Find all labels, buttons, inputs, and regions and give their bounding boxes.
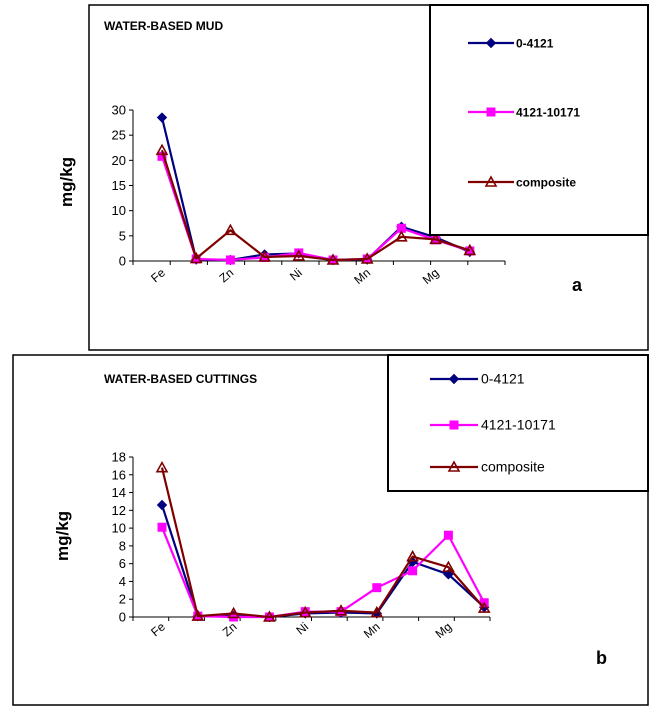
panel-a-title: WATER-BASED MUD bbox=[104, 19, 223, 33]
data-point bbox=[189, 251, 203, 264]
data-point bbox=[406, 549, 419, 562]
data-point bbox=[292, 249, 306, 261]
panel-b-ylabel: mg/kg bbox=[53, 511, 72, 561]
y-tick-label: 10 bbox=[112, 203, 126, 218]
data-point bbox=[156, 112, 168, 123]
y-tick-label: 10 bbox=[112, 521, 126, 536]
data-point bbox=[443, 530, 453, 540]
x-category-label: Fe bbox=[148, 619, 168, 639]
data-point bbox=[408, 566, 418, 576]
series-line bbox=[160, 467, 486, 619]
y-tick-label: 15 bbox=[112, 178, 126, 193]
y-tick-label: 30 bbox=[112, 103, 126, 118]
legend-marker bbox=[447, 460, 461, 472]
y-tick-label: 2 bbox=[119, 592, 126, 607]
y-tick-label: 20 bbox=[112, 153, 126, 168]
y-tick-label: 4 bbox=[119, 574, 126, 589]
panel-a-ylabel: mg/kg bbox=[57, 157, 76, 207]
panel-b-axes: 0 2 4 6 8 10 12 14 16 18 Fe Zn Ni Mn Mg bbox=[112, 450, 491, 641]
data-point bbox=[225, 255, 235, 265]
x-category-label: Fe bbox=[148, 265, 168, 285]
panel-b-series bbox=[155, 461, 491, 623]
legend-marker bbox=[449, 420, 459, 430]
data-point bbox=[258, 250, 271, 262]
data-point bbox=[463, 243, 477, 256]
data-point bbox=[191, 609, 205, 621]
data-point bbox=[370, 605, 384, 618]
legend-marker bbox=[484, 175, 498, 187]
panel-a-axes: 0 5 10 15 20 25 30 Fe Zn Ni Mn Mg bbox=[112, 103, 506, 287]
y-tick-label: 16 bbox=[112, 467, 126, 482]
x-category-label: Ni bbox=[287, 266, 305, 284]
series-line bbox=[160, 526, 486, 619]
legend-label: 0-4121 bbox=[516, 37, 554, 51]
data-point bbox=[443, 569, 454, 580]
data-point bbox=[298, 605, 312, 618]
y-tick-label: 8 bbox=[119, 538, 126, 553]
y-tick-label: 12 bbox=[112, 503, 126, 518]
data-point bbox=[156, 499, 168, 511]
panel-b-legend-box bbox=[387, 354, 649, 492]
x-category-label: Zn bbox=[220, 620, 240, 640]
data-point bbox=[227, 606, 240, 619]
legend-marker bbox=[486, 107, 496, 117]
legend-label: composite bbox=[516, 176, 576, 190]
y-tick-label: 0 bbox=[119, 610, 126, 625]
panel-b-legend: 0-4121 4121-10171 composite bbox=[430, 371, 556, 475]
series-line bbox=[160, 155, 471, 262]
x-category-label: Mn bbox=[361, 620, 383, 641]
legend-label: 4121-10171 bbox=[481, 417, 556, 433]
panel-b-title: WATER-BASED CUTTINGS bbox=[104, 372, 257, 386]
legend-marker bbox=[485, 37, 497, 49]
data-point bbox=[263, 610, 276, 622]
data-point bbox=[395, 230, 408, 242]
panel-a: WATER-BASED MUD mg/kg 0 5 10 15 20 25 30 Fe Zn Ni… bbox=[57, 4, 649, 351]
series-line bbox=[160, 504, 485, 619]
y-tick-label: 6 bbox=[119, 556, 126, 571]
data-point bbox=[372, 583, 382, 593]
data-point bbox=[334, 604, 348, 616]
x-category-label: Mn bbox=[351, 266, 373, 287]
data-point bbox=[442, 560, 455, 573]
panel-a-letter: a bbox=[572, 275, 583, 295]
x-category-label: Mg bbox=[433, 620, 455, 641]
legend-marker bbox=[448, 373, 460, 385]
data-point bbox=[326, 253, 340, 265]
panel-b-letter: b bbox=[596, 648, 607, 668]
data-point bbox=[157, 522, 167, 532]
panel-a-legend: 0-4121 4121-10171 composite bbox=[468, 37, 580, 190]
data-point bbox=[429, 232, 442, 245]
legend-label: 0-4121 bbox=[481, 371, 525, 387]
panel-b: WATER-BASED CUTTINGS mg/kg 0 2 4 6 8 10 12 14 16… bbox=[12, 354, 649, 706]
legend-label: composite bbox=[481, 459, 545, 475]
data-point bbox=[155, 143, 169, 156]
data-point bbox=[155, 461, 169, 473]
y-tick-label: 18 bbox=[112, 450, 126, 465]
x-category-label: Mg bbox=[420, 266, 442, 287]
x-category-label: Ni bbox=[293, 620, 311, 638]
y-tick-label: 0 bbox=[119, 254, 126, 269]
y-tick-label: 5 bbox=[119, 228, 126, 243]
y-tick-label: 14 bbox=[112, 485, 126, 500]
panel-a-legend-box bbox=[429, 4, 649, 236]
x-category-label: Zn bbox=[217, 266, 237, 286]
panel-a-series bbox=[155, 112, 477, 266]
panel-b-frame bbox=[12, 354, 649, 706]
data-point bbox=[224, 223, 237, 236]
series-line bbox=[160, 149, 471, 262]
legend-label: 4121-10171 bbox=[516, 106, 580, 120]
data-point bbox=[477, 601, 491, 613]
data-point bbox=[360, 252, 374, 264]
y-tick-label: 25 bbox=[112, 128, 126, 143]
